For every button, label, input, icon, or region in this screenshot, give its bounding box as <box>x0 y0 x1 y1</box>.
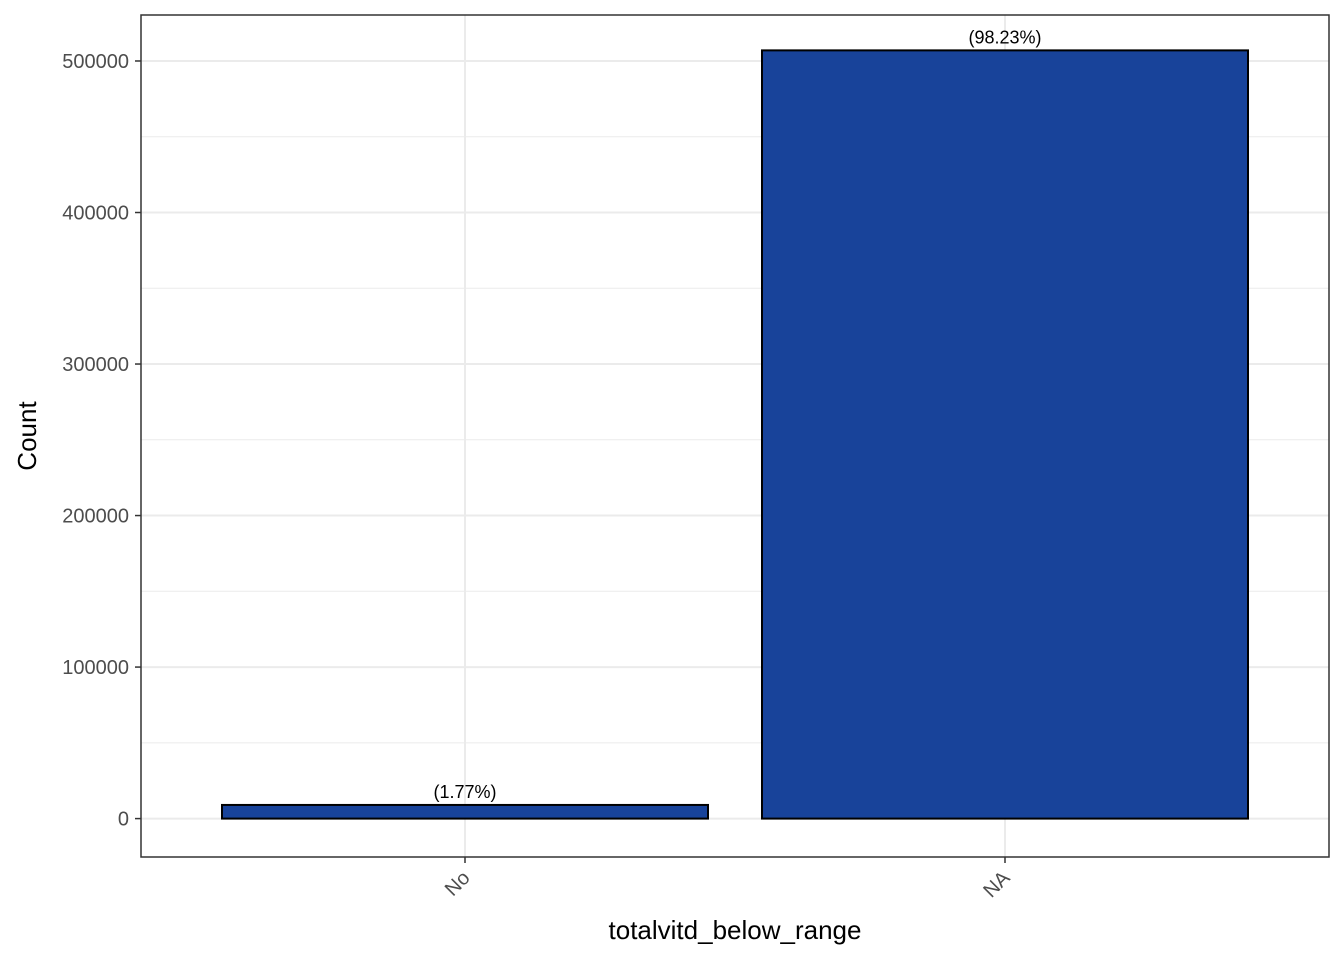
x-axis-title: totalvitd_below_range <box>609 915 862 945</box>
data-label: (98.23%) <box>968 27 1041 47</box>
bars <box>221 49 1249 820</box>
y-tick-label: 400000 <box>62 203 129 225</box>
data-labels: (1.77%) (98.23%) <box>433 27 1041 802</box>
bar <box>761 49 1249 820</box>
y-tick-label: 0 <box>118 809 129 831</box>
x-tick-label: No <box>441 867 475 901</box>
data-label: (1.77%) <box>433 782 496 802</box>
y-tick-label: 500000 <box>62 51 129 73</box>
y-tick-label: 300000 <box>62 354 129 376</box>
y-tick-label: 100000 <box>62 657 129 679</box>
y-tick-label: 200000 <box>62 506 129 528</box>
x-tick-label: NA <box>979 867 1015 903</box>
panel-border <box>140 14 1330 858</box>
y-axis-title: Count <box>12 401 42 471</box>
bar <box>221 803 709 820</box>
